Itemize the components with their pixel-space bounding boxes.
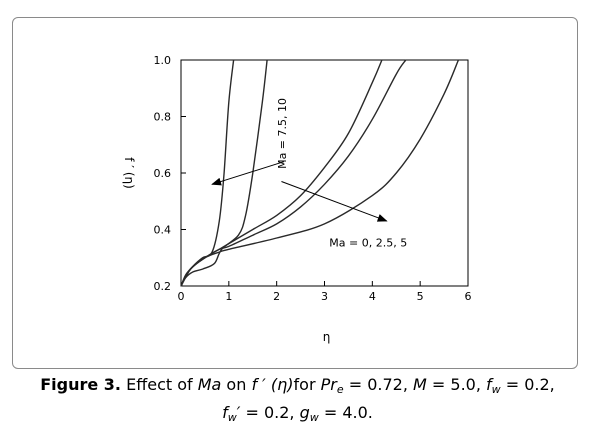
series-line: [180, 59, 383, 287]
y-axis-label: f ′ (η): [122, 157, 136, 189]
x-tick-label: 5: [417, 290, 424, 303]
caption-sub-w: w: [491, 383, 501, 396]
caption-sub-w: w: [309, 411, 319, 424]
caption-sub-w: w: [227, 411, 237, 424]
caption-var-pr: Pr: [320, 375, 337, 394]
caption-var-f: f: [486, 375, 492, 394]
x-tick-label: 6: [465, 290, 472, 303]
caption-sub-e: e: [336, 383, 344, 396]
chart-annotations: Ma = 7.5, 10 Ma = 0, 2.5, 5: [211, 98, 407, 249]
caption-var-g: g: [299, 403, 310, 422]
x-tick-label: 4: [369, 290, 376, 303]
chart-series: [180, 59, 460, 287]
caption-var-f: f: [222, 403, 228, 422]
caption-var-fprime: f ′ (η): [251, 375, 294, 394]
caption-prime: ′: [236, 403, 241, 422]
x-axis-label: η: [323, 330, 331, 344]
figure-label: Figure 3.: [40, 375, 121, 394]
series-line: [180, 59, 235, 287]
figure-frame: [12, 17, 578, 369]
annotation-label: Ma = 0, 2.5, 5: [329, 236, 407, 249]
caption-text: = 0.2,: [500, 375, 555, 394]
caption-text: = 0.2,: [240, 403, 300, 422]
chart-axes: 0 1 2 3 4 5 6 0.2 0.4 0.6 0.8 1.0 η f ′ (η): [122, 54, 472, 344]
caption-text: = 5.0,: [426, 375, 487, 394]
x-tick-label: 3: [321, 290, 328, 303]
y-tick-label: 0.6: [154, 167, 172, 180]
series-line: [180, 59, 460, 287]
chart-plot: 0 1 2 3 4 5 6 0.2 0.4 0.6 0.8 1.0 η f ′ (η) Ma = 7.5,…: [122, 54, 472, 344]
caption-text: = 4.0.: [318, 403, 373, 422]
x-tick-label: 1: [225, 290, 232, 303]
x-tick-label: 0: [178, 290, 185, 303]
caption-text: = 0.72,: [343, 375, 413, 394]
caption-line-2: fw′ = 0.2, gw = 4.0.: [0, 401, 595, 429]
annotation-arrow: [211, 161, 284, 186]
y-tick-label: 0.4: [154, 224, 172, 237]
series-line: [180, 59, 407, 287]
x-tick-label: 2: [273, 290, 280, 303]
figure-caption: Figure 3. Effect of Ma on f ′ (η)for Pre…: [0, 373, 595, 429]
caption-line-1: Figure 3. Effect of Ma on f ′ (η)for Pre…: [0, 373, 595, 401]
annotation-label: Ma = 7.5, 10: [276, 98, 289, 169]
series-line: [180, 59, 268, 287]
caption-text: Effect of: [126, 375, 198, 394]
caption-text: for: [293, 375, 321, 394]
caption-var-ma: Ma: [197, 375, 222, 394]
annotation-arrow: [281, 181, 388, 222]
y-tick-label: 1.0: [154, 54, 172, 67]
caption-text: on: [221, 375, 252, 394]
y-tick-label: 0.2: [154, 280, 172, 293]
y-tick-label: 0.8: [154, 111, 172, 124]
caption-var-m: M: [413, 375, 427, 394]
